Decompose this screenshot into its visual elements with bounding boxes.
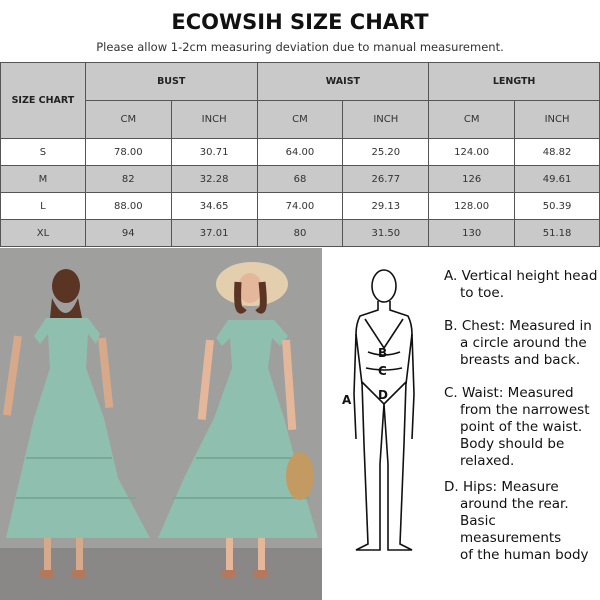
size-table: SIZE CHART BUST WAIST LENGTH CM INCH CM INC…	[0, 62, 600, 247]
value-cell: 49.61	[514, 165, 600, 193]
description-line: point of the waist.	[460, 419, 583, 435]
value-cell: 25.20	[342, 138, 430, 166]
table-row: M 82 32.28 68 26.77 126 49.61	[0, 165, 600, 193]
description-line: D. Hips: Measure	[444, 479, 559, 495]
measurement-description: C. Waist: Measured from the narrowest poin…	[444, 385, 589, 470]
group-header-bust: BUST	[84, 62, 258, 101]
value-cell: 128.00	[428, 192, 516, 220]
description-line: from the narrowest	[460, 402, 590, 418]
group-header-waist: WAIST	[256, 62, 430, 101]
description-line: relaxed.	[460, 453, 515, 469]
description-line: of the human body	[460, 547, 589, 563]
value-cell: 78.00	[84, 138, 172, 166]
value-cell: 80	[256, 219, 344, 247]
corner-header: SIZE CHART	[0, 62, 86, 139]
group-header-length: LENGTH	[428, 62, 600, 101]
description-line: B. Chest: Measured in	[444, 318, 592, 334]
description-line: to toe.	[460, 285, 504, 301]
chart-subtitle: Please allow 1-2cm measuring deviation d…	[96, 40, 504, 54]
value-cell: 48.82	[514, 138, 600, 166]
unit-header: INCH	[170, 100, 258, 139]
figure-label-b: B	[378, 346, 387, 360]
value-cell: 51.18	[514, 219, 600, 247]
description-line: Basic measurements	[460, 513, 562, 546]
size-cell: L	[0, 192, 86, 220]
description-line: A. Vertical height head	[444, 268, 598, 284]
value-cell: 64.00	[256, 138, 344, 166]
description-line: a circle around the	[460, 335, 587, 351]
value-cell: 124.00	[428, 138, 516, 166]
figure-label-a: A	[342, 393, 352, 407]
value-cell: 30.71	[170, 138, 258, 166]
value-cell: 37.01	[170, 219, 258, 247]
chart-title: ECOWSIH SIZE CHART	[171, 10, 429, 34]
body-figure-illustration: B C D A	[342, 269, 415, 551]
value-cell: 88.00	[84, 192, 172, 220]
unit-header: CM	[256, 100, 344, 139]
unit-header: CM	[428, 100, 516, 139]
unit-header: INCH	[514, 100, 600, 139]
value-cell: 68	[256, 165, 344, 193]
figure-label-c: C	[378, 364, 387, 378]
value-cell: 126	[428, 165, 516, 193]
measurement-description: D. Hips: Measure around the rear. Basic me…	[444, 479, 600, 564]
size-cell: M	[0, 165, 86, 193]
description-line: around the rear.	[460, 496, 569, 512]
value-cell: 130	[428, 219, 516, 247]
unit-header: CM	[84, 100, 172, 139]
product-photo	[0, 248, 322, 600]
size-cell: S	[0, 138, 86, 166]
table-row: S 78.00 30.71 64.00 25.20 124.00 48.82	[0, 138, 600, 166]
value-cell: 26.77	[342, 165, 430, 193]
value-cell: 94	[84, 219, 172, 247]
table-row: L 88.00 34.65 74.00 29.13 128.00 50.39	[0, 192, 600, 220]
description-line: C. Waist: Measured	[444, 385, 574, 401]
value-cell: 50.39	[514, 192, 600, 220]
value-cell: 82	[84, 165, 172, 193]
value-cell: 34.65	[170, 192, 258, 220]
value-cell: 29.13	[342, 192, 430, 220]
unit-header: INCH	[342, 100, 430, 139]
value-cell: 32.28	[170, 165, 258, 193]
value-cell: 31.50	[342, 219, 430, 247]
value-cell: 74.00	[256, 192, 344, 220]
measurement-description: A. Vertical height head to toe.	[444, 268, 597, 302]
figure-label-d: D	[378, 388, 388, 402]
table-row: XL 94 37.01 80 31.50 130 51.18	[0, 219, 600, 247]
measurement-guide: B C D A A. Vertical height head to toe. B.…	[322, 252, 600, 600]
size-cell: XL	[0, 219, 86, 247]
measurement-description: B. Chest: Measured in a circle around the…	[444, 318, 592, 369]
description-line: Body should be	[460, 436, 565, 452]
description-line: breasts and back.	[460, 352, 581, 368]
